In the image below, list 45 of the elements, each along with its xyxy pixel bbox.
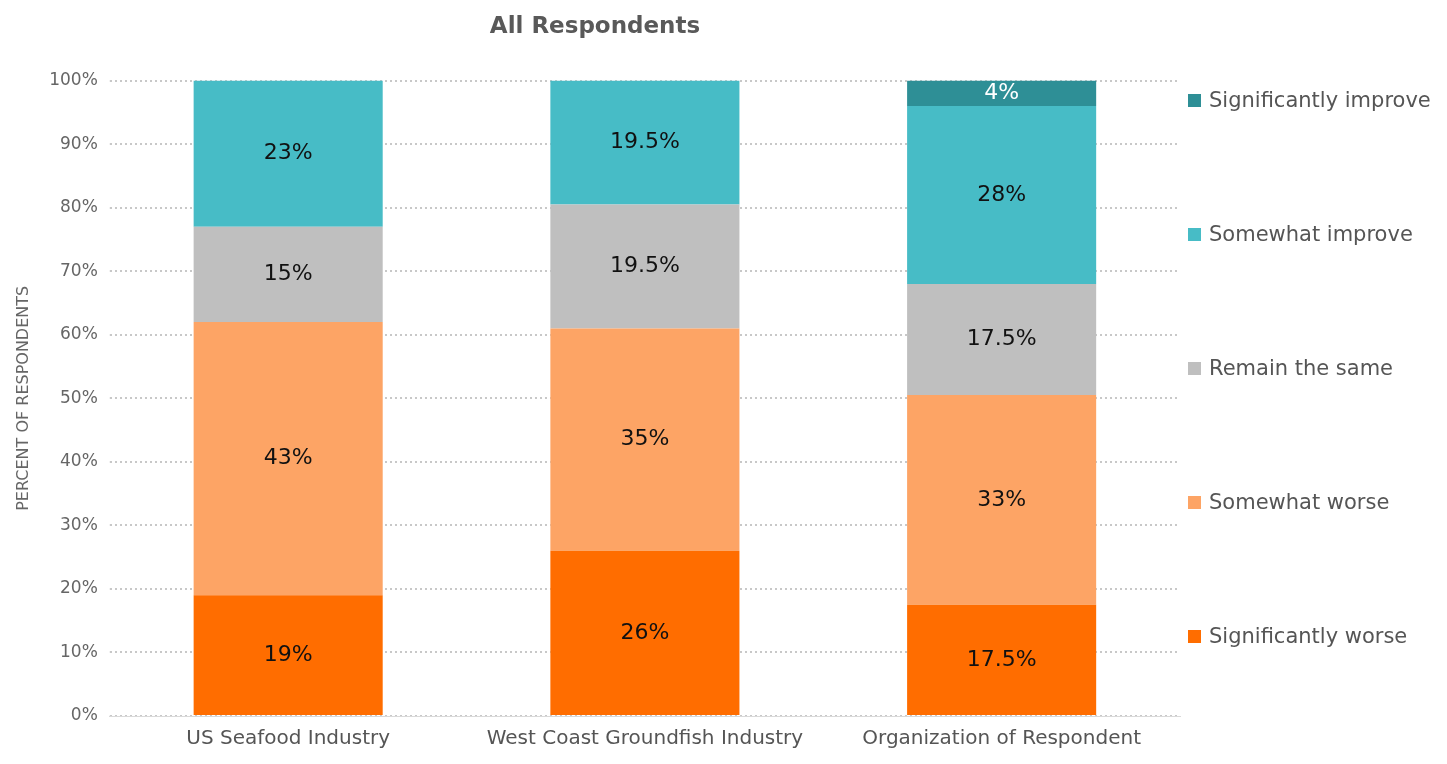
y-tick-label: 60% <box>60 323 98 344</box>
legend-label: Somewhat improve <box>1209 222 1413 246</box>
bar <box>907 106 1097 284</box>
bar <box>550 80 740 205</box>
y-tick-label: 80% <box>60 196 98 217</box>
data-label: 17.5% <box>966 645 1037 671</box>
x-tick-label: West Coast Groundfish Industry <box>486 725 804 750</box>
bar <box>193 595 383 715</box>
y-tick-label: 40% <box>60 450 98 471</box>
data-label: 19.5% <box>609 128 680 154</box>
data-label: 33% <box>977 485 1027 511</box>
data-label: 35% <box>620 425 670 451</box>
bar <box>193 322 383 596</box>
data-label: 43% <box>263 444 313 470</box>
y-tick-label: 50% <box>60 386 98 407</box>
chart-title: All Respondents <box>489 11 701 38</box>
data-label: 23% <box>263 139 313 165</box>
bar <box>550 550 740 715</box>
y-axis-title: PERCENT OF RESPONDENTS <box>12 285 32 511</box>
bar <box>907 395 1097 605</box>
bar <box>193 80 383 227</box>
data-label: 19.5% <box>609 252 680 278</box>
legend-label: Significantly worse <box>1209 624 1408 648</box>
y-tick-label: 30% <box>60 513 98 534</box>
y-tick-label: 20% <box>60 577 98 598</box>
legend-label: Somewhat worse <box>1209 490 1390 514</box>
y-tick-label: 0% <box>70 704 98 725</box>
y-tick-label: 100% <box>49 69 98 90</box>
data-label: 4% <box>984 79 1020 105</box>
data-label: 15% <box>263 260 313 286</box>
bar <box>550 328 740 551</box>
data-label: 26% <box>620 618 670 644</box>
data-label: 19% <box>263 640 313 666</box>
bar <box>193 226 383 323</box>
x-tick-label: US Seafood Industry <box>186 725 391 750</box>
data-label: 17.5% <box>966 325 1037 351</box>
y-tick-label: 70% <box>60 259 98 280</box>
y-tick-label: 90% <box>60 132 98 153</box>
y-tick-label: 10% <box>60 640 98 661</box>
bar <box>907 604 1097 715</box>
legend-label: Remain the same <box>1209 356 1394 380</box>
x-tick-label: Organization of Respondent <box>862 725 1142 750</box>
bar <box>907 80 1097 107</box>
data-label: 28% <box>977 180 1027 206</box>
legend-label: Significantly improve <box>1209 88 1431 112</box>
